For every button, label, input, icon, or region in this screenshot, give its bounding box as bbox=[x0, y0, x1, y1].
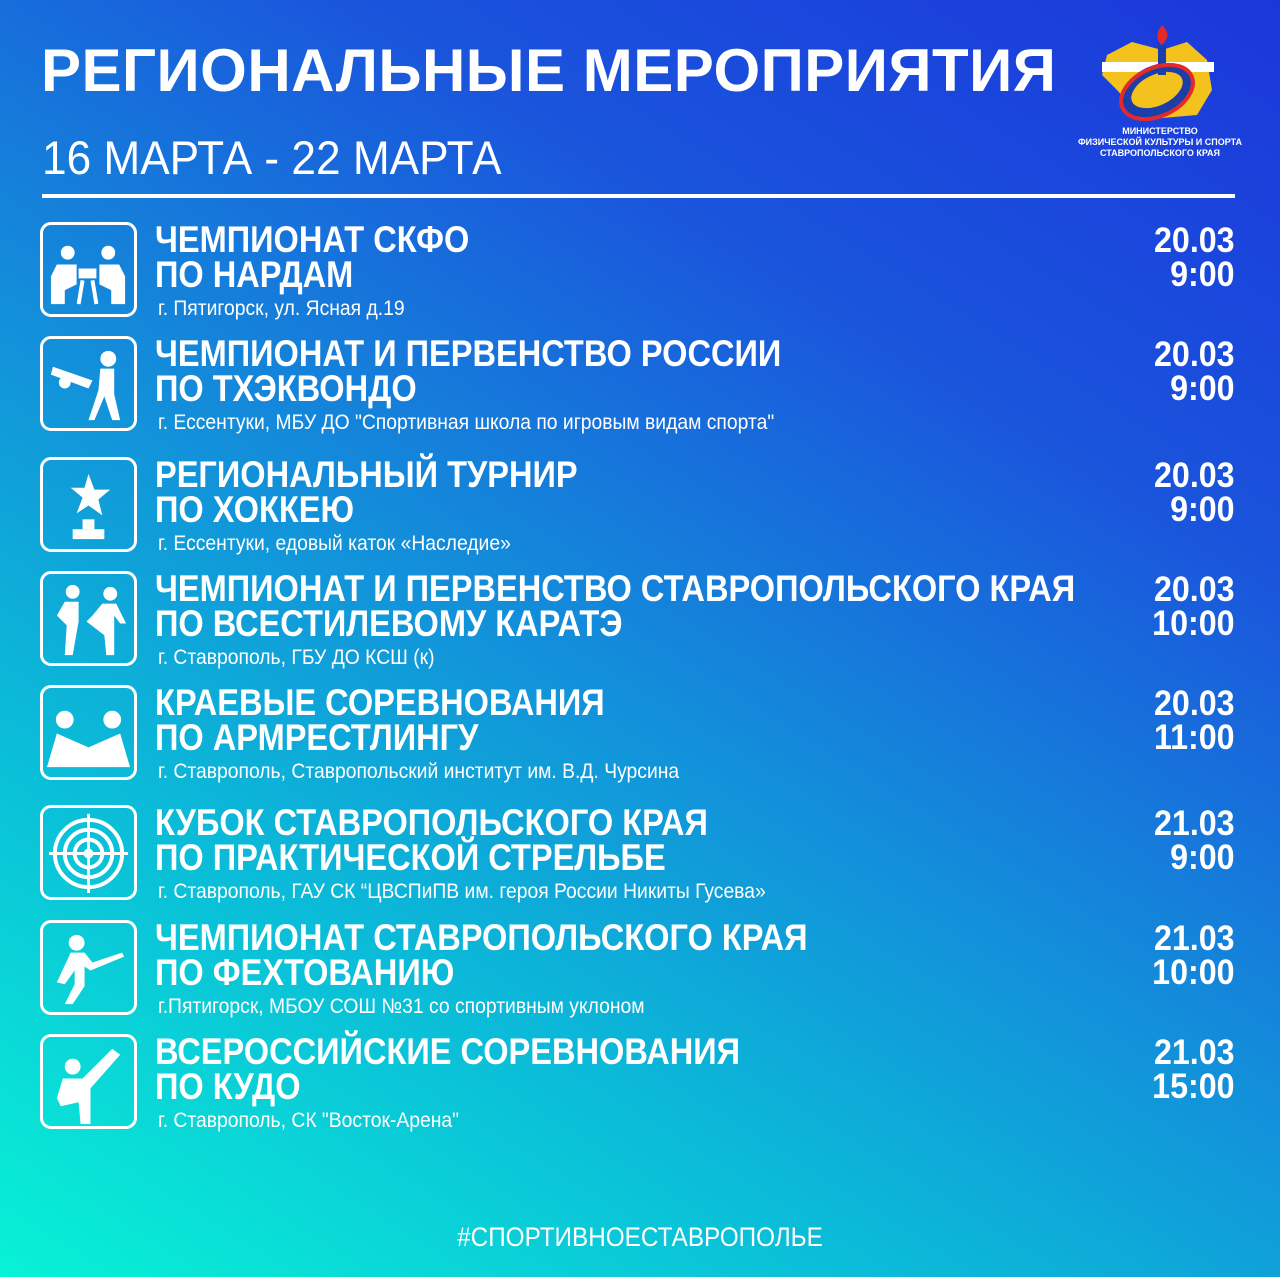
event-title-line-1: ЧЕМПИОНАТ И ПЕРВЕНСТВО РОССИИ bbox=[155, 333, 782, 374]
date-range: 16 МАРТА - 22 МАРТА bbox=[42, 131, 502, 184]
event-row: ЧЕМПИОНАТ СТАВРОПОЛЬСКОГО КРАЯ ПО ФЕХТОВА… bbox=[40, 917, 1235, 1030]
fencing-icon bbox=[40, 920, 137, 1015]
event-datetime: 20.03 11:00 bbox=[1154, 684, 1235, 757]
event-address: г. Ставрополь, ГАУ СК “ЦВСПиПВ им. героя… bbox=[158, 880, 766, 903]
event-title: ЧЕМПИОНАТ СКФО ПО НАРДАМ bbox=[155, 219, 470, 295]
event-date: 20.03 bbox=[1154, 570, 1235, 609]
event-row: ВСЕРОССИЙСКИЕ СОРЕВНОВАНИЯ ПО КУДО г. Ста… bbox=[40, 1031, 1235, 1144]
event-date: 20.03 bbox=[1154, 335, 1235, 374]
event-title: КРАЕВЫЕ СОРЕВНОВАНИЯ ПО АРМРЕСТЛИНГУ bbox=[155, 682, 605, 758]
karate-icon bbox=[40, 571, 137, 666]
event-time: 9:00 bbox=[1170, 490, 1235, 529]
event-row: ЧЕМПИОНАТ И ПЕРВЕНСТВО СТАВРОПОЛЬСКОГО К… bbox=[40, 568, 1235, 681]
trophy-icon bbox=[40, 457, 137, 552]
event-date: 20.03 bbox=[1154, 221, 1235, 260]
event-datetime: 21.03 10:00 bbox=[1152, 919, 1235, 992]
hashtag: #СПОРТИВНОЕСТАВРОПОЛЬЕ bbox=[457, 1222, 823, 1252]
logo-line-1: МИНИСТЕРСТВО bbox=[1122, 126, 1198, 136]
event-address: г. Ессентуки, МБУ ДО "Спортивная школа п… bbox=[158, 411, 775, 434]
event-title-line-1: РЕГИОНАЛЬНЫЙ ТУРНИР bbox=[155, 454, 578, 495]
event-datetime: 21.03 15:00 bbox=[1152, 1033, 1235, 1106]
kudo-icon bbox=[40, 1034, 137, 1129]
event-title-line-2: ПО ВСЕСТИЛЕВОМУ КАРАТЭ bbox=[155, 603, 623, 644]
event-datetime: 20.03 9:00 bbox=[1154, 456, 1235, 529]
page-title: РЕГИОНАЛЬНЫЕ МЕРОПРИЯТИЯ bbox=[41, 37, 1057, 104]
event-time: 9:00 bbox=[1170, 838, 1235, 877]
event-title-line-1: ЧЕМПИОНАТ И ПЕРВЕНСТВО СТАВРОПОЛЬСКОГО К… bbox=[155, 568, 1076, 609]
event-title-line-1: ВСЕРОССИЙСКИЕ СОРЕВНОВАНИЯ bbox=[155, 1031, 741, 1072]
event-datetime: 21.03 9:00 bbox=[1154, 804, 1235, 877]
event-row: ЧЕМПИОНАТ СКФО ПО НАРДАМ г. Пятигорск, ул… bbox=[40, 219, 1235, 332]
event-time: 10:00 bbox=[1152, 604, 1235, 643]
taekwondo-icon bbox=[40, 336, 137, 431]
event-date: 20.03 bbox=[1154, 456, 1235, 495]
event-row: ЧЕМПИОНАТ И ПЕРВЕНСТВО РОССИИ ПО ТХЭКВОНД… bbox=[40, 333, 1235, 446]
event-time: 11:00 bbox=[1154, 718, 1235, 757]
event-address: г. Ставрополь, ГБУ ДО КСШ (к) bbox=[158, 646, 435, 669]
event-title: ЧЕМПИОНАТ И ПЕРВЕНСТВО РОССИИ ПО ТХЭКВОНД… bbox=[155, 333, 782, 409]
event-address: г. Ессентуки, едовый каток «Наследие» bbox=[158, 532, 511, 555]
event-row: КУБОК СТАВРОПОЛЬСКОГО КРАЯ ПО ПРАКТИЧЕСКО… bbox=[40, 802, 1235, 915]
event-title-line-1: КРАЕВЫЕ СОРЕВНОВАНИЯ bbox=[155, 682, 605, 723]
target-icon bbox=[40, 805, 137, 900]
event-date: 21.03 bbox=[1154, 1033, 1235, 1072]
event-title: ВСЕРОССИЙСКИЕ СОРЕВНОВАНИЯ ПО КУДО bbox=[155, 1031, 741, 1107]
event-date: 21.03 bbox=[1154, 804, 1235, 843]
event-row: КРАЕВЫЕ СОРЕВНОВАНИЯ ПО АРМРЕСТЛИНГУ г. С… bbox=[40, 682, 1235, 795]
logo-line-3: СТАВРОПОЛЬСКОГО КРАЯ bbox=[1099, 148, 1221, 158]
event-datetime: 20.03 9:00 bbox=[1154, 221, 1235, 294]
event-address: г. Пятигорск, ул. Ясная д.19 bbox=[158, 297, 405, 320]
event-time: 9:00 bbox=[1170, 255, 1235, 294]
event-title: РЕГИОНАЛЬНЫЙ ТУРНИР ПО ХОККЕЮ bbox=[155, 454, 578, 530]
event-datetime: 20.03 9:00 bbox=[1154, 335, 1235, 408]
event-title: ЧЕМПИОНАТ СТАВРОПОЛЬСКОГО КРАЯ ПО ФЕХТОВА… bbox=[155, 917, 808, 993]
divider bbox=[42, 194, 1235, 198]
event-title-line-1: ЧЕМПИОНАТ СКФО bbox=[155, 219, 470, 260]
event-title-line-2: ПО ФЕХТОВАНИЮ bbox=[155, 952, 455, 993]
logo-line-2: ФИЗИЧЕСКОЙ КУЛЬТУРЫ И СПОРТА bbox=[1077, 137, 1243, 147]
event-title-line-2: ПО ТХЭКВОНДО bbox=[155, 368, 417, 409]
backgammon-icon bbox=[40, 222, 137, 317]
armwrestling-icon bbox=[40, 685, 137, 780]
event-date: 20.03 bbox=[1154, 684, 1235, 723]
event-title-line-2: ПО НАРДАМ bbox=[155, 254, 354, 295]
event-title-line-1: КУБОК СТАВРОПОЛЬСКОГО КРАЯ bbox=[155, 802, 708, 843]
ministry-logo: МИНИСТЕРСТВО ФИЗИЧЕСКОЙ КУЛЬТУРЫ И СПОРТ… bbox=[1062, 20, 1258, 165]
event-title-line-2: ПО АРМРЕСТЛИНГУ bbox=[155, 717, 479, 758]
event-title-line-2: ПО ХОККЕЮ bbox=[155, 489, 355, 530]
event-date: 21.03 bbox=[1154, 919, 1235, 958]
event-title-line-1: ЧЕМПИОНАТ СТАВРОПОЛЬСКОГО КРАЯ bbox=[155, 917, 808, 958]
event-address: г.Пятигорск, МБОУ СОШ №31 со спортивным … bbox=[158, 995, 645, 1018]
logo-emblem-icon bbox=[1102, 25, 1214, 122]
event-title-line-2: ПО ПРАКТИЧЕСКОЙ СТРЕЛЬБЕ bbox=[155, 837, 666, 878]
event-row: РЕГИОНАЛЬНЫЙ ТУРНИР ПО ХОККЕЮ г. Ессентук… bbox=[40, 454, 1235, 567]
event-time: 9:00 bbox=[1170, 369, 1235, 408]
event-title: ЧЕМПИОНАТ И ПЕРВЕНСТВО СТАВРОПОЛЬСКОГО К… bbox=[155, 568, 1076, 644]
event-title: КУБОК СТАВРОПОЛЬСКОГО КРАЯ ПО ПРАКТИЧЕСКО… bbox=[155, 802, 708, 878]
event-address: г. Ставрополь, СК "Восток-Арена" bbox=[158, 1109, 459, 1132]
event-datetime: 20.03 10:00 bbox=[1152, 570, 1235, 643]
event-title-line-2: ПО КУДО bbox=[155, 1066, 301, 1107]
event-time: 15:00 bbox=[1152, 1067, 1235, 1106]
event-address: г. Ставрополь, Ставропольский институт и… bbox=[158, 760, 680, 783]
event-time: 10:00 bbox=[1152, 953, 1235, 992]
